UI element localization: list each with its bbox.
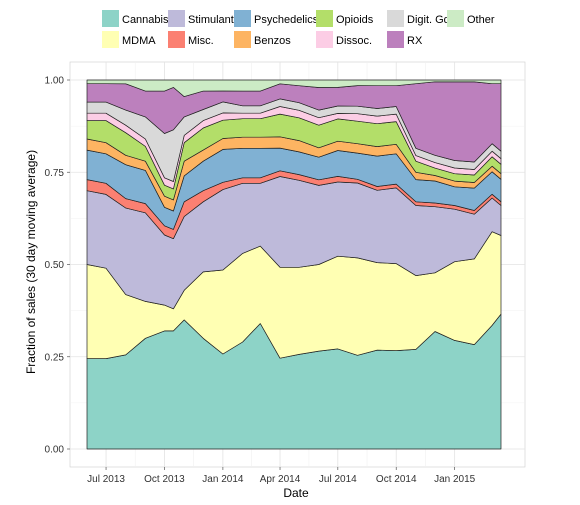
y-axis-ticks: 0.00 0.25 0.50 0.75 1.00 (45, 76, 70, 456)
legend-swatch-mdma (102, 31, 119, 48)
legend-swatch-misc (168, 31, 185, 48)
legend-swatch-other (447, 10, 464, 27)
x-tick-label: Jul 2014 (319, 474, 357, 485)
legend-label-other: Other (467, 14, 495, 26)
x-axis-ticks: Jul 2013 Oct 2013 Jan 2014 Apr 2014 Jul 2014… (87, 467, 476, 485)
area-layers (86, 79, 502, 450)
x-axis-label: Date (283, 486, 309, 500)
legend-label-rx: RX (407, 35, 423, 47)
y-tick-label: 1.00 (45, 76, 65, 87)
y-tick-label: 0.75 (45, 168, 65, 179)
x-tick-label: Jan 2015 (434, 474, 476, 485)
legend-label-dissoc: Dissoc. (336, 35, 372, 47)
legend-label-digit-gds: Digit. Gds (407, 14, 456, 26)
x-tick-label: Oct 2013 (144, 474, 185, 485)
y-tick-label: 0.25 (45, 352, 65, 363)
legend-label-cannabis: Cannabis (122, 14, 169, 26)
x-tick-label: Oct 2014 (376, 474, 417, 485)
y-tick-label: 0.00 (45, 445, 65, 456)
legend-swatch-stimulants (168, 10, 185, 27)
legend-label-stimulants: Stimulants (188, 14, 240, 26)
legend-label-opioids: Opioids (336, 14, 374, 26)
x-tick-label: Apr 2014 (260, 474, 301, 485)
x-tick-label: Jan 2014 (202, 474, 244, 485)
legend-label-benzos: Benzos (254, 35, 291, 47)
legend-swatch-rx (387, 31, 404, 48)
legend-swatch-digit-gds (387, 10, 404, 27)
legend-swatch-benzos (234, 31, 251, 48)
x-tick-label: Jul 2013 (87, 474, 125, 485)
legend-label-misc: Misc. (188, 35, 214, 47)
legend-swatch-opioids (316, 10, 333, 27)
y-tick-label: 0.50 (45, 260, 65, 271)
legend-label-psychedelics: Psychedelics (254, 14, 319, 26)
legend-swatch-psychedelics (234, 10, 251, 27)
legend-label-mdma: MDMA (122, 35, 156, 47)
legend-swatch-cannabis (102, 10, 119, 27)
legend: Cannabis Stimulants Psychedelics Opioids Dig… (102, 10, 495, 48)
legend-swatch-dissoc (316, 31, 333, 48)
y-axis-label: Fraction of sales (30 day moving average… (24, 150, 38, 374)
area-other (86, 79, 502, 97)
